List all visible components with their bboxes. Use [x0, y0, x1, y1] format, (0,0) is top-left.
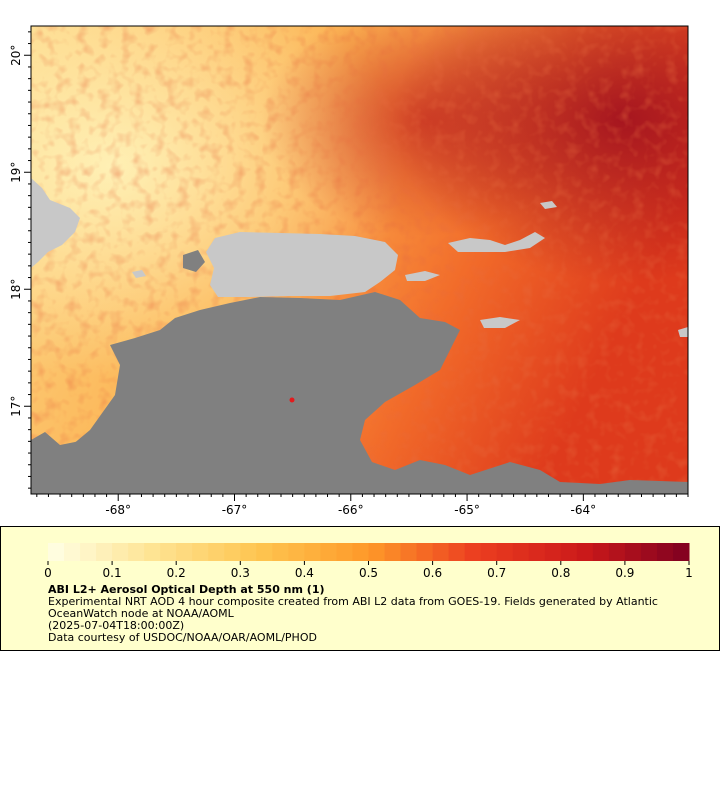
colorbar-cell: [192, 543, 209, 561]
colorbar-tick-label: 0.2: [167, 566, 186, 580]
colorbar-cell: [416, 543, 434, 561]
colorbar-cell: [80, 543, 97, 561]
island-vieques: [405, 271, 440, 281]
latitude-label: 18°: [9, 279, 23, 300]
colorbar-cell: [112, 543, 129, 561]
colorbar-cell: [208, 543, 225, 561]
latitude-label: 19°: [9, 162, 23, 183]
island-mona: [132, 270, 146, 278]
colorbar-tick-label: 0.5: [359, 566, 378, 580]
colorbar-cell: [304, 543, 321, 561]
latitude-axis: 20° 19° 18° 17°: [9, 31, 31, 489]
no-data-patch-west: [183, 250, 205, 272]
colorbar-cell: [592, 543, 610, 561]
legend-timestamp: (2025-07-04T18:00:00Z): [48, 619, 185, 632]
colorbar-cell: [656, 543, 674, 561]
no-data-strip: [31, 430, 110, 478]
colorbar-cell: [496, 543, 514, 561]
longitude-axis: -68° -67° -66° -65° -64°: [36, 494, 689, 517]
colorbar-cell: [320, 543, 337, 561]
colorbar-cell: [48, 543, 65, 561]
legend-credit: Data courtesy of USDOC/NOAA/OAR/AOML/PHO…: [48, 631, 317, 644]
island-sombrero: [678, 327, 688, 337]
colorbar-cell: [240, 543, 257, 561]
island-anegada: [540, 201, 557, 209]
aod-map: 20° 19° 18° 17° -68° -67° -66° -65° -64°: [9, 25, 689, 517]
colorbar-cell: [256, 543, 273, 561]
colorbar: 0 0.1 0.2 0.3 0.4 0.5 0.6 0.7 0.8 0.9 1: [44, 543, 693, 580]
colorbar-cell: [672, 543, 690, 561]
aod-red-dot: [289, 397, 295, 403]
colorbar-tick-label: 1: [685, 566, 693, 580]
colorbar-ticks: 0 0.1 0.2 0.3 0.4 0.5 0.6 0.7 0.8 0.9 1: [44, 561, 693, 580]
colorbar-cell: [96, 543, 113, 561]
colorbar-cell: [224, 543, 241, 561]
colorbar-cell: [512, 543, 530, 561]
colorbar-tick-label: 0.7: [487, 566, 506, 580]
colorbar-tick-label: 0.9: [615, 566, 634, 580]
colorbar-cell: [608, 543, 626, 561]
colorbar-tick-label: 0.4: [295, 566, 314, 580]
colorbar-cell: [128, 543, 145, 561]
colorbar-cell: [336, 543, 353, 561]
colorbar-tick-label: 0.8: [551, 566, 570, 580]
colorbar-cell: [176, 543, 193, 561]
colorbar-cell: [144, 543, 161, 561]
island-hispaniola-east: [31, 178, 80, 268]
colorbar-cell: [160, 543, 177, 561]
colorbar-cell: [448, 543, 466, 561]
map-frame: [30, 25, 689, 495]
colorbar-cell: [544, 543, 562, 561]
longitude-label: -67°: [222, 503, 248, 517]
colorbar-cell: [400, 543, 418, 561]
longitude-label: -64°: [571, 503, 597, 517]
colorbar-cell: [480, 543, 498, 561]
legend-panel: 0 0.1 0.2 0.3 0.4 0.5 0.6 0.7 0.8 0.9 1 ABI L2+ Ae…: [0, 526, 720, 651]
colorbar-cells: [48, 543, 690, 561]
longitude-label: -66°: [338, 503, 364, 517]
colorbar-tick-label: 0: [44, 566, 52, 580]
colorbar-cell: [528, 543, 546, 561]
colorbar-cell: [352, 543, 369, 561]
latitude-label: 17°: [9, 396, 23, 417]
colorbar-cell: [288, 543, 305, 561]
colorbar-cell: [368, 543, 386, 561]
colorbar-cell: [624, 543, 642, 561]
colorbar-cell: [464, 543, 482, 561]
colorbar-cell: [640, 543, 658, 561]
colorbar-cell: [576, 543, 594, 561]
colorbar-cell: [384, 543, 402, 561]
colorbar-tick-label: 0.6: [423, 566, 442, 580]
legend-title: ABI L2+ Aerosol Optical Depth at 550 nm …: [48, 583, 325, 596]
legend-text: ABI L2+ Aerosol Optical Depth at 550 nm …: [48, 584, 688, 644]
colorbar-cell: [272, 543, 289, 561]
island-st-croix: [480, 317, 520, 328]
colorbar-cell: [560, 543, 578, 561]
colorbar-tick-label: 0.1: [103, 566, 122, 580]
island-virgin-islands: [448, 232, 545, 252]
island-puerto-rico: [206, 232, 398, 297]
no-data-region: [31, 292, 688, 494]
legend-description: Experimental NRT AOD 4 hour composite cr…: [48, 595, 658, 620]
colorbar-cell: [64, 543, 81, 561]
colorbar-cell: [432, 543, 450, 561]
colorbar-tick-label: 0.3: [231, 566, 250, 580]
latitude-label: 20°: [9, 45, 23, 66]
longitude-label: -68°: [105, 503, 131, 517]
longitude-label: -65°: [454, 503, 480, 517]
